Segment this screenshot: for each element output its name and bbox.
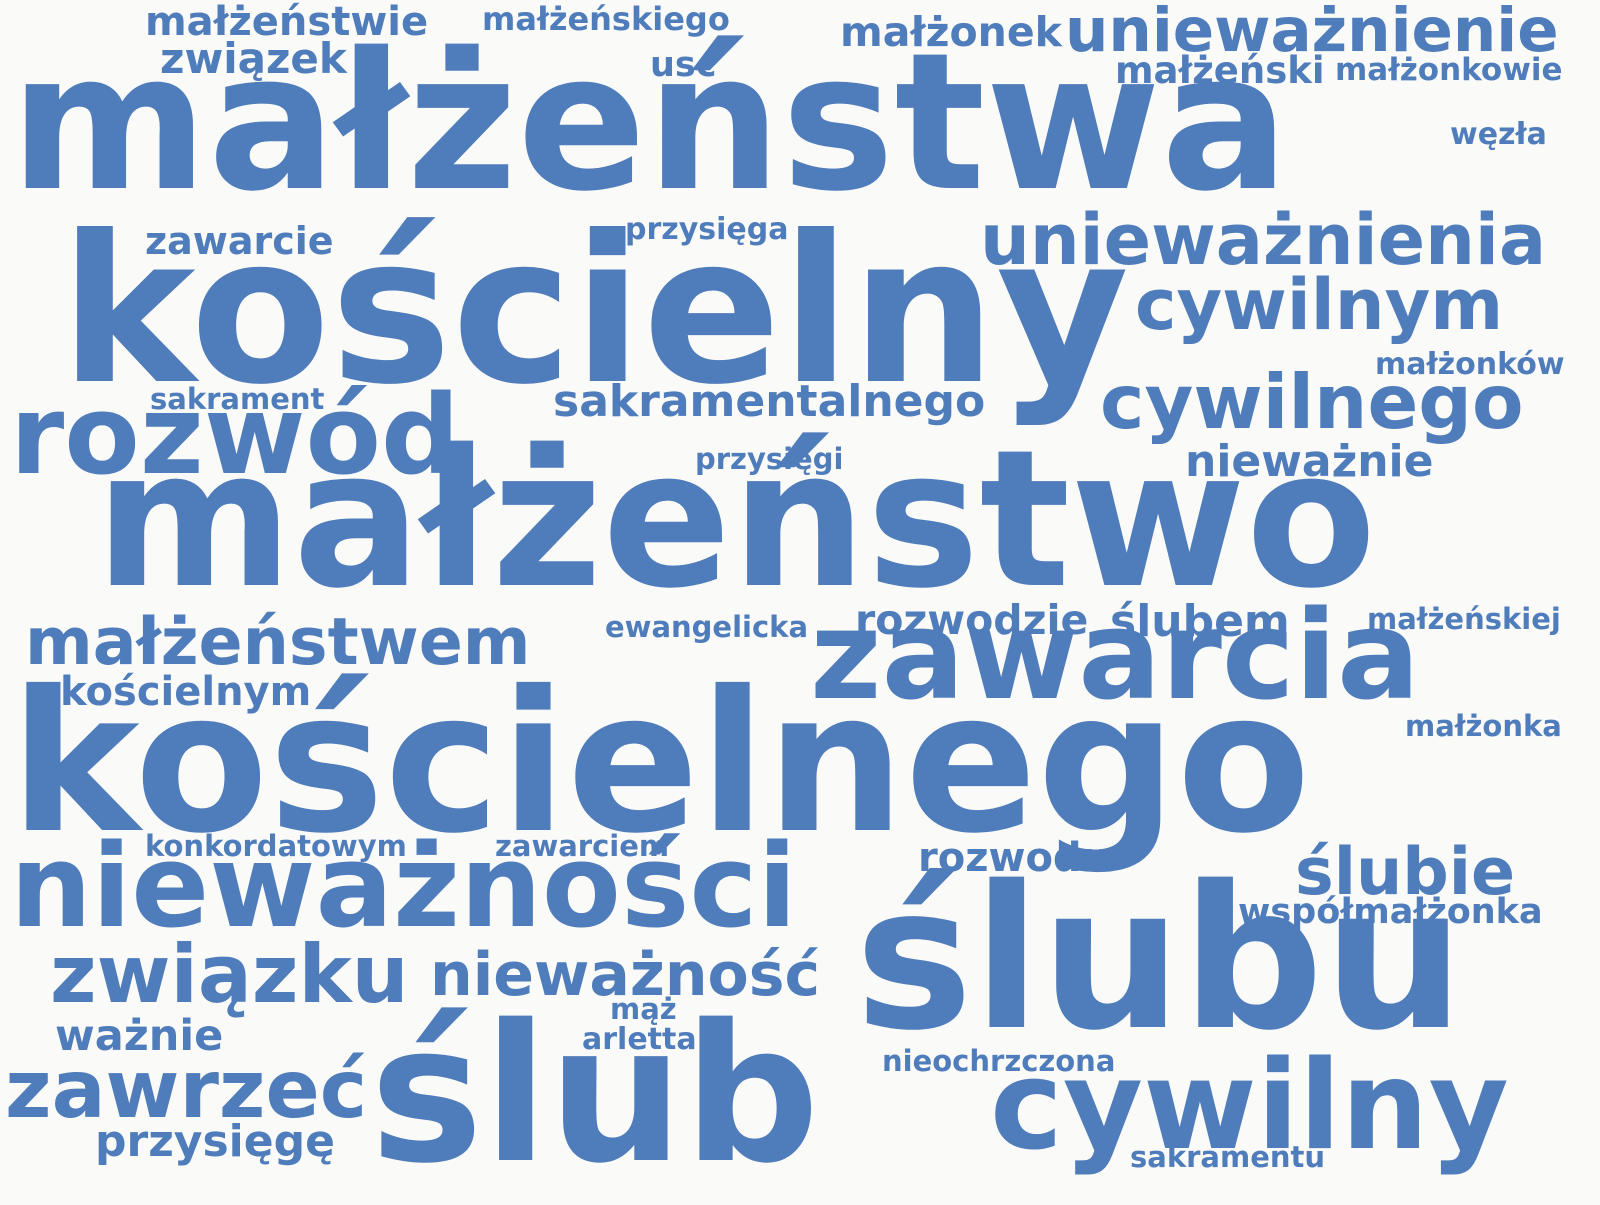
word-wezla: węzła (1450, 117, 1547, 152)
word-sakramentu: sakramentu (1130, 1140, 1326, 1174)
word-konkordatowym: konkordatowym (145, 829, 407, 863)
word-uniewaznienie: unieważnienie (1065, 0, 1559, 66)
word-niewaznosci: nieważności (10, 820, 797, 954)
word-ewangelicka: ewangelicka (605, 610, 809, 644)
word-malzenstwo: małżeństwo (95, 409, 1377, 630)
word-sakramentalnego: sakramentalnego (553, 376, 986, 427)
word-zawarcia: zawarcia (810, 585, 1420, 728)
word-cywilnego: cywilnego (1100, 358, 1524, 446)
word-malzonka: małżonka (1405, 709, 1562, 743)
word-waznie: ważnie (55, 1011, 224, 1061)
word-slub: ślub (370, 984, 820, 1205)
word-wspolmalzonka: współmałżonka (1238, 892, 1543, 932)
word-maz: mąż (610, 992, 677, 1026)
word-malzonek: małżonek (840, 8, 1062, 56)
word-zwiazek: związek (160, 34, 347, 83)
word-rozwodzie: rozwodzie (855, 596, 1089, 644)
word-niewaznosc: nieważność (430, 940, 821, 1010)
word-nieochrzczona: nieochrzczona (882, 1044, 1116, 1078)
word-malzenstwem: małżeństwem (25, 605, 531, 680)
word-przysiegi: przysięgi (695, 442, 844, 476)
word-cywilnym: cywilnym (1135, 264, 1504, 346)
word-malzenskiego: małżeńskiego (482, 0, 730, 38)
word-zawarcie: zawarcie (145, 219, 334, 263)
word-slubu: ślubu (855, 843, 1465, 1074)
word-koscielnym: kościelnym (60, 669, 312, 715)
word-malzonkowie: małżonkowie (1335, 52, 1563, 88)
word-przysiega: przysięga (625, 212, 789, 247)
word-slubie: ślubie (1295, 835, 1516, 910)
word-koscielny: kościelny (60, 193, 1130, 430)
word-zawrzec: zawrzeć (5, 1043, 368, 1136)
word-malzenskiej: małżeńskiej (1367, 602, 1561, 636)
word-zwiazku: związku (50, 928, 409, 1021)
word-koscielnego: kościelnego (10, 649, 1311, 876)
word-malzenstwie: małżeństwie (145, 0, 429, 45)
word-rozwodu: rozwodu (918, 835, 1111, 881)
word-rozwod: rozwód (10, 371, 460, 499)
word-malzenstwa: małżeństwa (10, 12, 1290, 233)
word-uniewaznienia: unieważnienia (980, 199, 1547, 281)
word-sakrament: sakrament (150, 382, 325, 416)
word-przysiege: przysięgę (95, 1116, 335, 1167)
word-usc: usc (650, 45, 717, 85)
word-arletta: arletta (582, 1022, 697, 1057)
word-cywilny: cywilny (990, 1035, 1509, 1178)
word-slubem: ślubem (1110, 596, 1290, 647)
word-malzenski: małżeński (1115, 49, 1325, 92)
word-malzonkow: małżonków (1375, 347, 1565, 382)
word-niewaznie: nieważnie (1185, 436, 1434, 487)
word-zawarciem: zawarciem (495, 829, 670, 863)
